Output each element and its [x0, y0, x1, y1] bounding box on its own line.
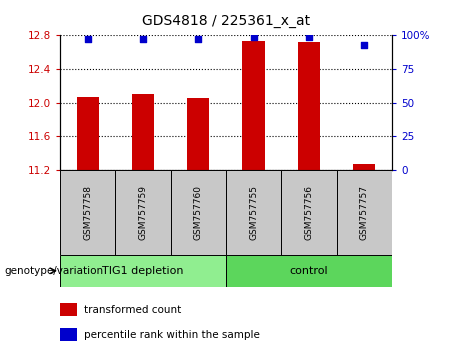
Text: GSM757756: GSM757756 [304, 185, 313, 240]
Bar [187, 98, 209, 170]
Text: control: control [290, 266, 328, 276]
Bar [337, 170, 392, 255]
Bar [171, 170, 226, 255]
Text: GSM757755: GSM757755 [249, 185, 258, 240]
Text: GDS4818 / 225361_x_at: GDS4818 / 225361_x_at [142, 14, 310, 28]
Text: GSM757759: GSM757759 [138, 185, 148, 240]
Text: transformed count: transformed count [84, 305, 181, 315]
Text: GSM757757: GSM757757 [360, 185, 369, 240]
Bar [226, 255, 392, 287]
Text: genotype/variation: genotype/variation [5, 266, 104, 276]
Bar [226, 170, 281, 255]
Bar [298, 42, 320, 170]
Point [361, 42, 368, 48]
Text: GSM757760: GSM757760 [194, 185, 203, 240]
Bar [353, 164, 375, 170]
Bar [281, 170, 337, 255]
Bar [132, 94, 154, 170]
Text: TIG1 depletion: TIG1 depletion [102, 266, 183, 276]
Bar [60, 255, 226, 287]
Bar [60, 170, 115, 255]
Point [139, 36, 147, 42]
Bar [115, 170, 171, 255]
Bar [242, 41, 265, 170]
Bar [77, 97, 99, 170]
Bar [60, 303, 77, 316]
Point [195, 36, 202, 42]
Text: percentile rank within the sample: percentile rank within the sample [84, 330, 260, 339]
Point [305, 34, 313, 40]
Text: GSM757758: GSM757758 [83, 185, 92, 240]
Bar [60, 328, 77, 341]
Point [250, 34, 257, 40]
Point [84, 36, 91, 42]
